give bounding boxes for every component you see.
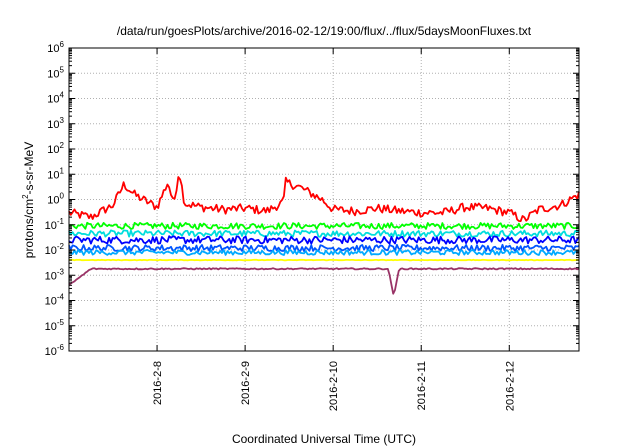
series-line-8 (68, 267, 580, 295)
series-line-3 (68, 229, 580, 238)
series-group (68, 176, 580, 295)
y-tick-label: 102 (47, 141, 64, 156)
y-axis-label-base: protons/cm (22, 199, 36, 258)
y-tick-labels: 10-6 10-5 10-4 10-3 10-2 10-1 100 101 102 103 104 1… (45, 40, 65, 358)
x-tick-labels: 2016-2-8 2016-2-9 2016-2-10 2016-2-11 2016-2… (152, 361, 516, 411)
x-tick-label: 2016-2-12 (504, 361, 516, 411)
x-tick-label: 2016-2-8 (152, 361, 164, 405)
series-line-4 (68, 235, 580, 245)
series-line-5 (68, 243, 580, 252)
y-tick-label: 10-5 (45, 318, 65, 333)
y-tick-label: 101 (47, 166, 64, 181)
x-axis-label: Coordinated Universal Time (UTC) (232, 432, 416, 446)
y-axis-label-sup: 2 (21, 194, 30, 199)
y-tick-label: 10-4 (45, 293, 65, 308)
y-tick-label: 10-6 (45, 343, 65, 358)
x-tick-label: 2016-2-9 (240, 361, 252, 405)
y-tick-label: 103 (47, 116, 64, 131)
chart-title: /data/run/goesPlots/archive/2016-02-12/1… (117, 24, 532, 38)
y-axis-label-rest: -s-sr-MeV (22, 142, 36, 195)
y-tick-label: 104 (47, 91, 64, 106)
y-tick-label: 10-2 (45, 242, 65, 257)
series-line-2 (68, 221, 580, 230)
y-tick-label: 10-1 (45, 217, 65, 232)
x-tick-label: 2016-2-11 (416, 361, 428, 410)
y-tick-label: 100 (47, 192, 64, 207)
series-line-6 (68, 249, 580, 256)
ticks-group (69, 47, 579, 352)
series-line-7 (68, 258, 580, 262)
x-tick-label: 2016-2-10 (328, 361, 340, 411)
y-tick-label: 106 (47, 40, 64, 55)
y-axis-label: protons/cm2-s-sr-MeV (21, 142, 36, 258)
y-tick-label: 105 (47, 65, 64, 80)
series-line-1 (68, 176, 580, 222)
y-tick-label: 10-3 (45, 267, 65, 282)
